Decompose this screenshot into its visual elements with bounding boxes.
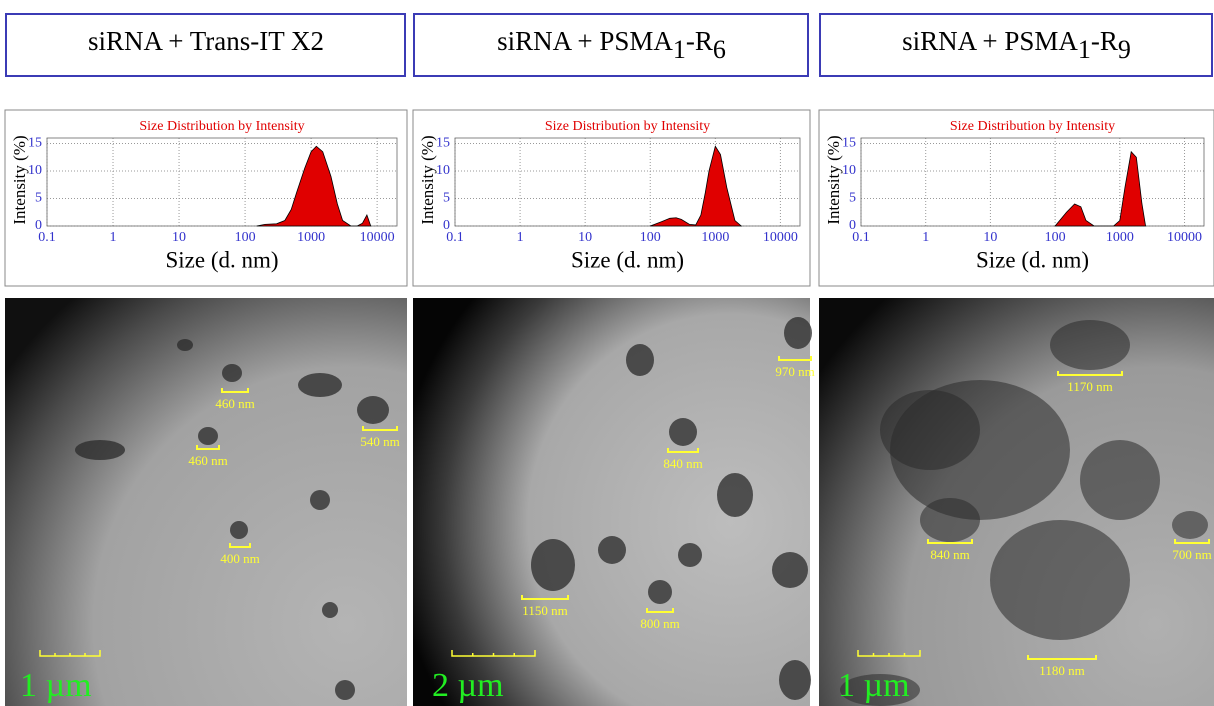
particle (177, 339, 193, 351)
scale-label: 1 µm (20, 667, 92, 704)
header-subscript: 9 (1118, 35, 1131, 64)
tem-image: 970 nm 840 nm 1150 nm 800 nm 2 µm (413, 298, 815, 706)
particle (75, 440, 125, 460)
x-tick-label: 10000 (360, 230, 395, 245)
scale-label: 2 µm (432, 667, 504, 704)
x-tick-label: 1 (517, 230, 524, 245)
scale-label: 1 µm (838, 667, 910, 704)
size-label: 1150 nm (522, 603, 567, 618)
size-label: 970 nm (775, 364, 814, 379)
particle (1050, 320, 1130, 370)
header-subscript: 1 (673, 35, 686, 64)
y-tick-label: 10 (436, 163, 450, 178)
particle (779, 660, 811, 700)
header-part: siRNA + Trans-IT X2 (88, 26, 324, 56)
particle (298, 373, 342, 397)
x-tick-label: 10 (578, 230, 592, 245)
particle (717, 473, 753, 517)
y-tick-label: 15 (436, 136, 450, 151)
x-tick-label: 10 (983, 230, 997, 245)
y-tick-label: 10 (28, 163, 42, 178)
header-subscript: 1 (1078, 35, 1091, 64)
x-tick-label: 10000 (1167, 230, 1202, 245)
particle (335, 680, 355, 700)
chart-title: Size Distribution by Intensity (545, 119, 710, 134)
figure: siRNA + Trans-IT X2 460 nm 460 nm 540 nm 400… (0, 0, 1214, 706)
y-tick-label: 5 (443, 191, 450, 206)
x-tick-label: 10 (172, 230, 186, 245)
y-axis-label: Intensity (%) (10, 135, 29, 224)
y-tick-label: 15 (842, 136, 856, 151)
x-tick-label: 100 (235, 230, 256, 245)
x-tick-label: 0.1 (446, 230, 464, 245)
particle (322, 602, 338, 618)
particle (222, 364, 242, 382)
particle (648, 580, 672, 604)
x-tick-label: 10000 (763, 230, 798, 245)
x-tick-label: 1000 (1106, 230, 1134, 245)
header-text: siRNA + Trans-IT X2 (88, 26, 324, 56)
tem-image: 1170 nm 840 nm 700 nm 1180 nm 1 µm (819, 298, 1214, 706)
header-part: siRNA + PSMA (902, 26, 1078, 56)
size-label: 700 nm (1172, 547, 1211, 562)
particle (230, 521, 248, 539)
particle (626, 344, 654, 376)
tem-background (5, 298, 407, 706)
y-tick-label: 10 (842, 163, 856, 178)
size-label: 400 nm (220, 551, 259, 566)
particle (784, 317, 812, 349)
particle (198, 427, 218, 445)
size-label: 1170 nm (1067, 379, 1112, 394)
header-part: -R (686, 26, 713, 56)
particle (598, 536, 626, 564)
particle (678, 543, 702, 567)
chart-title: Size Distribution by Intensity (139, 119, 304, 134)
header-part: -R (1091, 26, 1118, 56)
header-part: siRNA + PSMA (497, 26, 673, 56)
size-label: 840 nm (930, 547, 969, 562)
particle (531, 539, 575, 591)
y-axis-label: Intensity (%) (418, 135, 437, 224)
particle (1080, 440, 1160, 520)
x-axis-label: Size (d. nm) (571, 247, 684, 272)
particle (310, 490, 330, 510)
size-label: 1180 nm (1039, 663, 1084, 678)
x-tick-label: 0.1 (38, 230, 56, 245)
particle (990, 520, 1130, 640)
x-tick-label: 0.1 (852, 230, 870, 245)
chart-title: Size Distribution by Intensity (950, 119, 1115, 134)
x-tick-label: 100 (1045, 230, 1066, 245)
header-subscript: 6 (713, 35, 726, 64)
size-label: 460 nm (188, 453, 227, 468)
size-label: 800 nm (640, 616, 679, 631)
y-axis-label: Intensity (%) (824, 135, 843, 224)
x-tick-label: 1 (922, 230, 929, 245)
particle (772, 552, 808, 588)
tem-image: 460 nm 460 nm 540 nm 400 nm 1 µm (5, 298, 407, 706)
size-label: 460 nm (215, 396, 254, 411)
particle (669, 418, 697, 446)
size-label: 840 nm (663, 456, 702, 471)
particle (880, 390, 980, 470)
particle (1172, 511, 1208, 539)
x-tick-label: 1 (110, 230, 117, 245)
size-label: 540 nm (360, 434, 399, 449)
x-axis-label: Size (d. nm) (976, 247, 1089, 272)
x-tick-label: 1000 (701, 230, 729, 245)
y-tick-label: 5 (35, 191, 42, 206)
dls-chart: Size Distribution by Intensity0510150.11… (5, 110, 407, 286)
particle (357, 396, 389, 424)
particle (920, 498, 980, 542)
y-tick-label: 5 (849, 191, 856, 206)
y-tick-label: 15 (28, 136, 42, 151)
x-tick-label: 1000 (297, 230, 325, 245)
x-axis-label: Size (d. nm) (165, 247, 278, 272)
x-tick-label: 100 (640, 230, 661, 245)
